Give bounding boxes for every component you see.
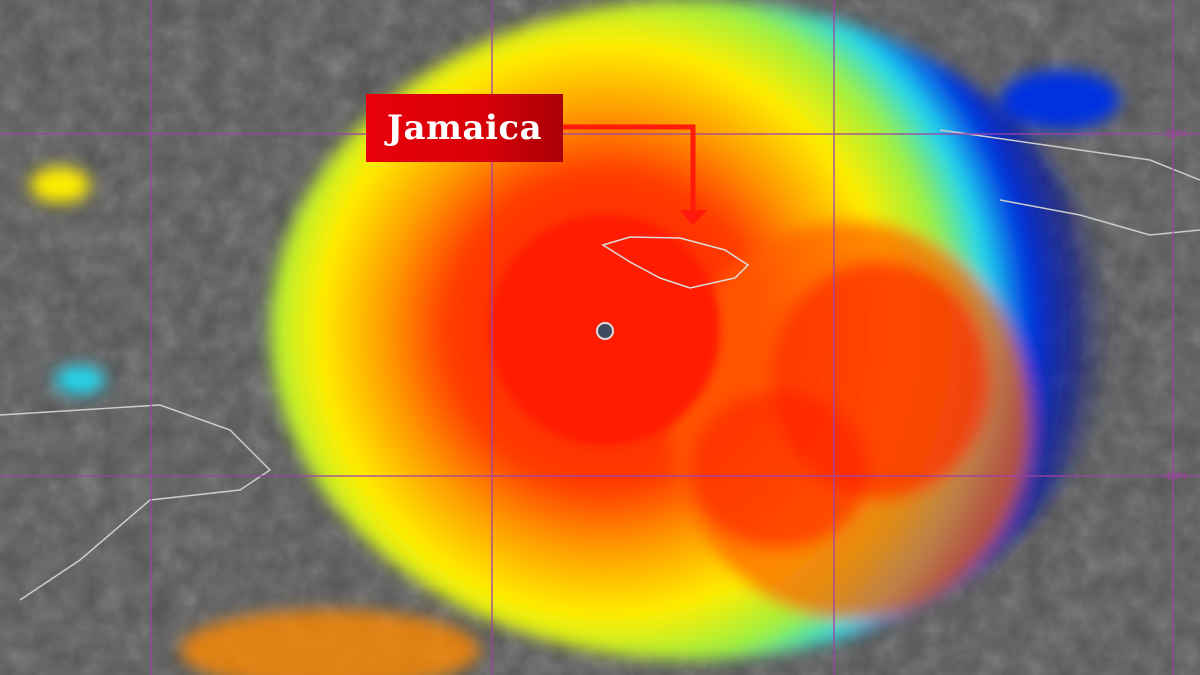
pointer-arrow [563, 124, 707, 226]
callout-label: Jamaica [386, 108, 543, 148]
hurricane-eye [596, 322, 614, 340]
lat-label-20n: 20N [1166, 128, 1187, 140]
jamaica-coastline [601, 236, 750, 289]
jamaica-callout: Jamaica [366, 94, 563, 162]
coastline [0, 129, 1200, 601]
lat-label-18n: 18N [1166, 470, 1187, 482]
